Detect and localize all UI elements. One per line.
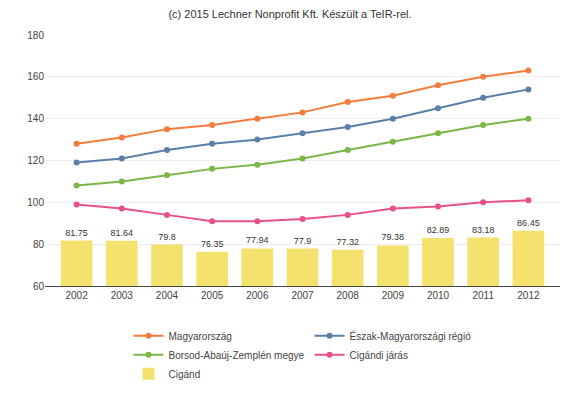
svg-text:2004: 2004 [156,290,179,301]
svg-text:Cigándi járás: Cigándi járás [350,350,408,361]
svg-text:77.94: 77.94 [246,235,269,245]
svg-text:60: 60 [33,281,45,292]
svg-text:2010: 2010 [427,290,450,301]
svg-text:140: 140 [27,113,44,124]
svg-text:79.38: 79.38 [382,232,405,242]
svg-text:180: 180 [27,30,44,41]
svg-text:100: 100 [27,197,44,208]
svg-text:Cigánd: Cigánd [169,369,201,380]
svg-text:79.8: 79.8 [158,232,176,242]
svg-text:2002: 2002 [65,290,88,301]
svg-text:82.89: 82.89 [427,225,450,235]
svg-text:2003: 2003 [111,290,134,301]
svg-text:2009: 2009 [382,290,405,301]
svg-text:2008: 2008 [337,290,360,301]
svg-text:2006: 2006 [246,290,269,301]
svg-text:81.75: 81.75 [65,228,88,238]
svg-text:77.9: 77.9 [294,236,312,246]
svg-text:86.45: 86.45 [517,218,540,228]
svg-text:160: 160 [27,71,44,82]
svg-text:81.64: 81.64 [111,228,134,238]
svg-text:80: 80 [33,239,45,250]
svg-text:Magyarország: Magyarország [169,331,232,342]
svg-text:120: 120 [27,155,44,166]
svg-text:76.35: 76.35 [201,239,224,249]
svg-text:83.18: 83.18 [472,225,495,235]
svg-text:2005: 2005 [201,290,224,301]
svg-text:Borsod-Abaúj-Zemplén megye: Borsod-Abaúj-Zemplén megye [169,350,305,361]
svg-text:2011: 2011 [472,290,494,301]
svg-text:2012: 2012 [517,290,540,301]
svg-text:77.32: 77.32 [336,237,359,247]
svg-text:(c) 2015 Lechner Nonprofit Kft: (c) 2015 Lechner Nonprofit Kft. Készült … [168,8,411,20]
svg-text:2007: 2007 [291,290,314,301]
svg-text:Észak-Magyarországi régió: Észak-Magyarországi régió [350,330,472,342]
